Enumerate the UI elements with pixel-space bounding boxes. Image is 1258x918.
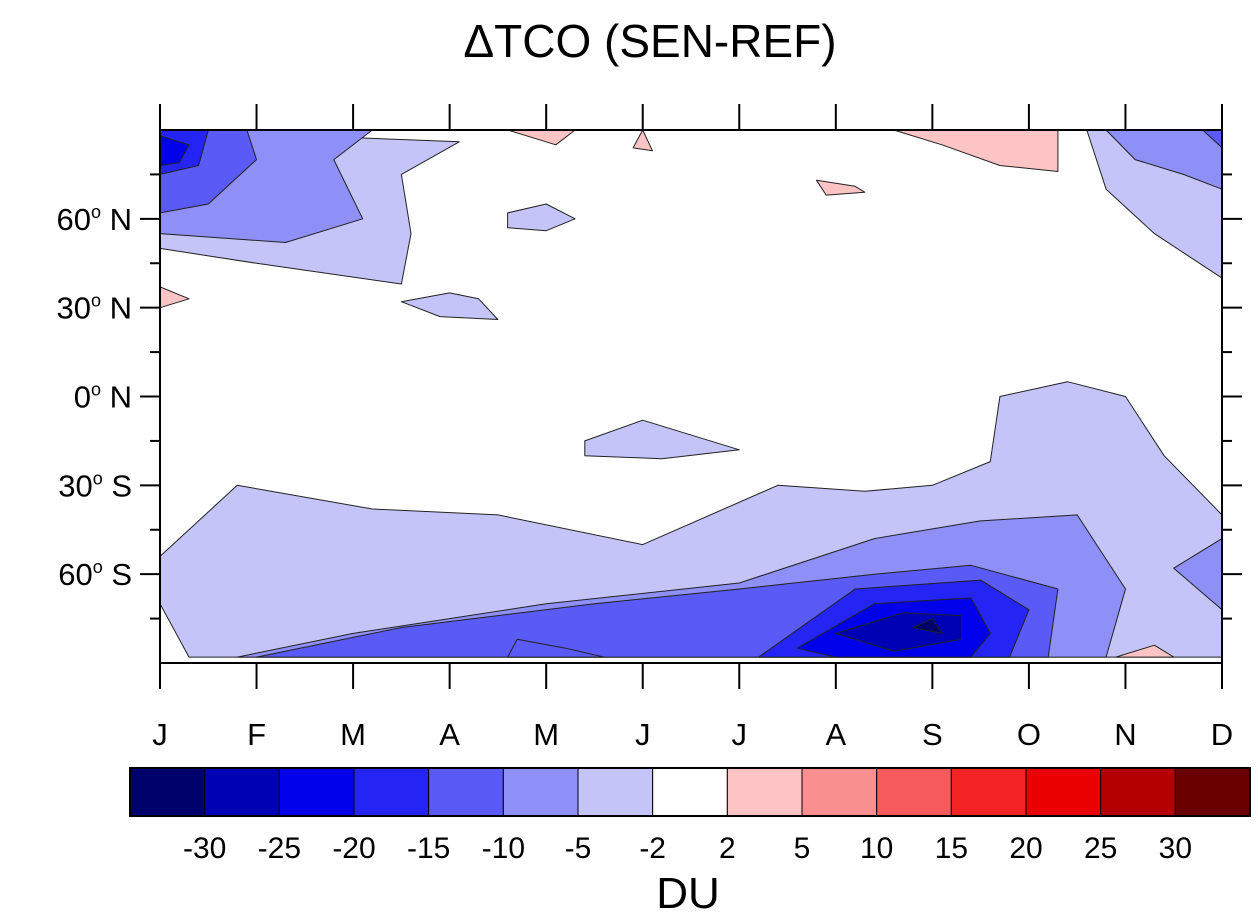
colorbar-tick-label: -30 <box>183 832 226 865</box>
contour-region <box>507 638 605 658</box>
x-tick-label: D <box>1211 717 1233 752</box>
chart-title: ΔTCO (SEN-REF) <box>463 15 836 67</box>
colorbar-tick-label: 30 <box>1159 832 1192 865</box>
colorbar-swatch <box>1025 767 1102 817</box>
colorbar-swatch <box>278 767 355 817</box>
y-tick-label: 60o S <box>58 557 132 592</box>
colorbar-tick-label: 2 <box>719 832 736 865</box>
colorbar-swatch <box>129 767 206 817</box>
contour-region <box>400 292 499 320</box>
y-tick-label: 0o N <box>74 380 132 415</box>
colorbar-tick-label: 5 <box>794 832 811 865</box>
y-tick-label: 60o N <box>57 202 133 237</box>
colorbar-tick-label: -10 <box>482 832 525 865</box>
contour-region <box>912 618 943 634</box>
x-tick-label: J <box>732 717 748 752</box>
colorbar-swatch <box>801 767 878 817</box>
colorbar-swatch <box>577 767 654 817</box>
colorbar-swatch <box>652 767 728 817</box>
colorbar-swatch <box>876 767 952 817</box>
colorbar-swatch <box>1100 767 1176 817</box>
x-tick-label: O <box>1017 717 1041 752</box>
degree-symbol: o <box>93 557 103 577</box>
x-tick-label: J <box>152 717 168 752</box>
colorbar-swatch <box>726 767 803 817</box>
x-tick-label: J <box>635 717 651 752</box>
degree-symbol: o <box>91 202 101 222</box>
colorbar-swatch <box>502 767 579 817</box>
x-tick-label: A <box>439 717 460 752</box>
contour-regions <box>159 129 1223 658</box>
x-tick-label: M <box>340 717 366 752</box>
colorbar-tick-label: -15 <box>407 832 450 865</box>
y-tick-label: 30o N <box>57 291 133 326</box>
y-tick-label: 30o S <box>58 468 132 503</box>
plot-area: J F M A M J J A S O N D 60o N 30o N 0o N 30o S 60o S <box>57 104 1242 752</box>
x-tick-label: A <box>825 717 846 752</box>
contour-region <box>584 419 740 460</box>
x-tick-label: N <box>1114 717 1136 752</box>
x-tick-label: F <box>247 717 266 752</box>
colorbar-tick-label: -5 <box>565 832 592 865</box>
colorbar-swatch <box>428 767 504 817</box>
colorbar-frame <box>129 767 1251 817</box>
hemisphere-label: S <box>103 557 132 592</box>
colorbar-tick-label: -2 <box>639 832 666 865</box>
hemisphere-label: S <box>103 468 132 503</box>
contour-region <box>507 203 576 232</box>
hemisphere-label: N <box>101 291 132 326</box>
colorbar-swatch <box>1174 767 1251 817</box>
x-tick-label: M <box>533 717 559 752</box>
colorbar-label: DU <box>656 869 720 918</box>
degree-symbol: o <box>91 291 101 311</box>
colorbar: -30 -25 -20 -15 -10 -5 -2 2 5 10 15 20 25 30 <box>129 767 1251 865</box>
contour-region <box>816 179 866 196</box>
colorbar-tick-label: 25 <box>1084 832 1117 865</box>
x-tick-label: S <box>922 717 943 752</box>
colorbar-swatch <box>950 767 1027 817</box>
colorbar-tick-label: -20 <box>332 832 375 865</box>
contour-region <box>632 129 653 152</box>
colorbar-swatch <box>353 767 430 817</box>
degree-symbol: o <box>93 468 103 488</box>
colorbar-tick-label: 20 <box>1009 832 1042 865</box>
colorbar-tick-label: -25 <box>258 832 301 865</box>
hemisphere-label: N <box>101 380 132 415</box>
hemisphere-label: N <box>101 202 132 237</box>
degree-symbol: o <box>91 380 101 400</box>
colorbar-swatch <box>204 767 280 817</box>
colorbar-tick-label: 15 <box>935 832 968 865</box>
contour-region <box>1115 644 1175 658</box>
colorbar-tick-label: 10 <box>860 832 893 865</box>
